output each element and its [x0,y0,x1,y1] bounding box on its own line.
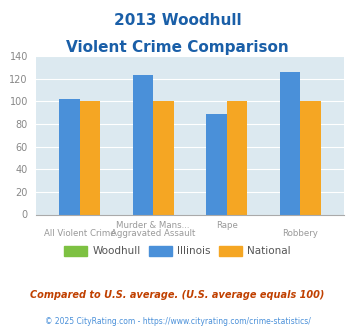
Text: Rape: Rape [216,221,237,230]
Text: 2013 Woodhull: 2013 Woodhull [114,13,241,28]
Text: Robbery: Robbery [282,229,318,238]
Text: Murder & Mans...: Murder & Mans... [116,221,190,230]
Text: Aggravated Assault: Aggravated Assault [111,229,195,238]
Bar [59,99,80,214]
Text: © 2025 CityRating.com - https://www.cityrating.com/crime-statistics/: © 2025 CityRating.com - https://www.city… [45,317,310,326]
Text: Compared to U.S. average. (U.S. average equals 100): Compared to U.S. average. (U.S. average … [30,290,325,300]
Bar [300,101,321,214]
Bar [132,75,153,215]
Legend: Woodhull, Illinois, National: Woodhull, Illinois, National [60,242,295,260]
Bar [227,101,247,214]
Bar [80,101,100,214]
Bar [153,101,174,214]
Text: All Violent Crime: All Violent Crime [44,229,115,238]
Text: Violent Crime Comparison: Violent Crime Comparison [66,40,289,54]
Bar [280,72,300,215]
Bar [206,114,227,214]
